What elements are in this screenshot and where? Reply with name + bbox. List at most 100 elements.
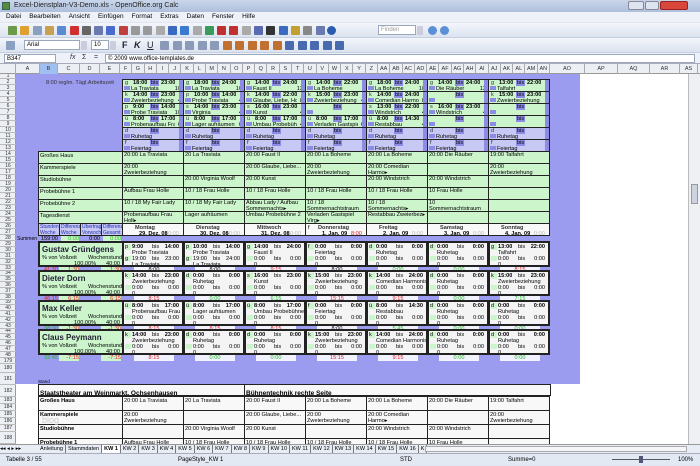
- shift-slot[interactable]: g 18:00 bis 24:00 La Boheme 10: [366, 79, 428, 92]
- column-header-l[interactable]: L: [194, 64, 206, 74]
- shift-slot[interactable]: bis: [305, 103, 367, 116]
- row-header-17[interactable]: 17: [0, 169, 16, 175]
- autospellcheck-icon[interactable]: [118, 26, 128, 35]
- zoom-icon[interactable]: [315, 26, 325, 35]
- row-header-32[interactable]: 32: [0, 259, 16, 265]
- lower-venue-cell[interactable]: 20 La Traviata: [183, 396, 245, 411]
- employee-day-shift[interactable]: p 10:00 bis 14:00 Probe Traviata g 19:00 bis 24:…: [183, 241, 245, 267]
- employee-day-shift[interactable]: f 0:00 bis 0:00 Feiertag 0:00 bis 0:00 0: [305, 241, 367, 267]
- paste-icon[interactable]: [155, 26, 165, 35]
- column-header-ah[interactable]: AH: [464, 64, 477, 74]
- column-header-aa[interactable]: AA: [378, 64, 391, 74]
- percent-icon[interactable]: [235, 41, 244, 50]
- open-icon[interactable]: [20, 26, 30, 35]
- column-header-ai[interactable]: AI: [476, 64, 489, 74]
- borders-icon[interactable]: [310, 41, 319, 50]
- row-header-187[interactable]: 187: [0, 425, 16, 432]
- employee-day-shift[interactable]: k 14:00 bis 24:00 Comedian Harmonists 0:00 bis…: [366, 328, 428, 355]
- employee-day-shift[interactable]: g 13:00 bis 22:00 Talfahrt 0:00 bis 0:00 0: [488, 241, 550, 267]
- row-header-188[interactable]: 188: [0, 432, 16, 444]
- formula-button[interactable]: =: [94, 54, 99, 61]
- spreadsheet-grid[interactable]: 8:00 reglm. Tägl.Arbeitszeit g 18:00 bis 23:…: [16, 74, 688, 444]
- column-header-p[interactable]: P: [243, 64, 256, 74]
- delete-decimal-icon[interactable]: [272, 41, 282, 50]
- new-document-icon[interactable]: [8, 26, 17, 35]
- employee-day-shift[interactable]: d 0:00 bis 0:00 Ruhetag 0:00 bis 0:00 0: [427, 328, 489, 355]
- row-header-16[interactable]: 16: [0, 163, 16, 169]
- row-header-1[interactable]: 1: [0, 74, 16, 79]
- column-header-z[interactable]: Z: [366, 64, 378, 74]
- lower-venue-cell[interactable]: 20:00 Zweierbeziehung: [488, 410, 550, 425]
- zoom-slider-handle[interactable]: [639, 456, 643, 463]
- row-header-20[interactable]: 20: [0, 187, 16, 193]
- row-header-26[interactable]: 26: [0, 223, 16, 229]
- employee-day-shift[interactable]: k 15:00 bis 23:00 Zweierbeziehung 0:00 bis 0:00…: [488, 270, 550, 297]
- row-header-10[interactable]: 10: [0, 127, 16, 133]
- column-header-d[interactable]: D: [80, 64, 100, 74]
- scroll-thumb[interactable]: [691, 184, 698, 204]
- employee-day-shift[interactable]: d 0:00 bis 0:00 Ruhetag 0:00 bis 0:00 0: [427, 299, 489, 326]
- employee-day-shift[interactable]: d 0:00 bis 0:00 Ruhetag 0:00 bis 0:00 0: [427, 241, 489, 267]
- menu-hilfe[interactable]: Hilfe: [242, 13, 256, 20]
- row-header-15[interactable]: 15: [0, 157, 16, 163]
- sheet-tab[interactable]: KW 9: [250, 445, 269, 453]
- decimal-remove-icon[interactable]: [260, 41, 269, 50]
- row-header-42[interactable]: 42: [0, 317, 16, 323]
- employee-day-shift[interactable]: d 0:00 bis 0:00 Ruhetag 0:00 bis 0:00 0: [183, 328, 245, 355]
- italic-button[interactable]: K: [134, 40, 141, 50]
- column-header-am[interactable]: AM: [525, 64, 538, 74]
- sum-button[interactable]: Σ: [82, 54, 87, 61]
- styles-icon[interactable]: [6, 41, 15, 50]
- hyperlink-icon[interactable]: [204, 26, 214, 35]
- employee-day-shift[interactable]: g 14:00 bis 24:00 Faust II 0:00 bis 0:00 0: [244, 241, 306, 267]
- selection-mode[interactable]: STD: [400, 457, 412, 463]
- draw-icon[interactable]: [254, 26, 263, 35]
- name-box[interactable]: B347: [4, 54, 56, 63]
- navigator-icon[interactable]: [278, 26, 288, 35]
- currency-icon[interactable]: [222, 41, 232, 50]
- column-header-t[interactable]: T: [292, 64, 305, 74]
- row-header-6[interactable]: 6: [0, 103, 16, 109]
- column-header-q[interactable]: Q: [255, 64, 268, 74]
- row-header-8[interactable]: 8: [0, 115, 16, 121]
- row-header-38[interactable]: 38: [0, 294, 16, 300]
- employee-day-shift[interactable]: f 0:00 bis 0:00 Feiertag 0:00 bis 0:00 0: [305, 299, 367, 326]
- column-header-v[interactable]: V: [317, 64, 329, 74]
- row-header-180[interactable]: 180: [0, 364, 16, 373]
- menu-fenster[interactable]: Fenster: [212, 13, 235, 20]
- sheet-tab[interactable]: KW 5: [176, 445, 195, 453]
- lower-venue-cell[interactable]: 20:00 Faust II: [244, 396, 306, 411]
- employee-day-shift[interactable]: k 14:00 bis 23:00 Zweierbeziehung 0:00 bis 0:00…: [122, 270, 184, 297]
- sheet-tab[interactable]: KW 6: [195, 445, 214, 453]
- row-header-11[interactable]: 11: [0, 133, 16, 139]
- employee-day-shift[interactable]: k 15:00 bis 23:00 Zweierbeziehung 0:00 bis 0:00…: [305, 328, 367, 355]
- column-header-u[interactable]: U: [304, 64, 317, 74]
- row-header-31[interactable]: 31: [0, 253, 16, 259]
- underline-button[interactable]: U: [147, 40, 154, 50]
- lower-venue-cell[interactable]: 20:00 Windstrich: [427, 424, 489, 439]
- row-header-46[interactable]: 46: [0, 340, 16, 346]
- shift-slot[interactable]: f bis Feiertag: [244, 139, 306, 152]
- shift-slot[interactable]: g 13:00 bis 22:00 Talfahrt: [488, 79, 550, 92]
- row-header-179[interactable]: 179: [0, 358, 16, 364]
- row-header-183[interactable]: 183: [0, 397, 16, 404]
- justify-icon[interactable]: [197, 41, 207, 50]
- menu-datei[interactable]: Datei: [6, 13, 22, 20]
- column-header-s[interactable]: S: [280, 64, 292, 74]
- row-header-3[interactable]: 3: [0, 85, 16, 91]
- lower-venue-cell[interactable]: 20:00 La Boheme: [305, 396, 367, 411]
- sheet-tab[interactable]: KW 10: [269, 445, 291, 453]
- shift-slot[interactable]: k 15:00 bis 23:00 Zweierbeziehung: [488, 91, 550, 104]
- vertical-scrollbar[interactable]: [688, 74, 700, 444]
- lower-venue-cell[interactable]: [427, 410, 489, 425]
- row-header-23[interactable]: 23: [0, 205, 16, 211]
- column-header-c[interactable]: C: [58, 64, 80, 74]
- find-previous-icon[interactable]: [440, 26, 449, 35]
- row-header-24[interactable]: 24: [0, 211, 16, 217]
- column-header-j[interactable]: J: [169, 64, 182, 74]
- shift-slot[interactable]: d bis Ruhetag: [244, 127, 306, 140]
- lower-venue-cell[interactable]: 20:00 Die Räuber: [427, 396, 489, 411]
- employee-day-shift[interactable]: d 0:00 bis 0:00 Ruhetag 0:00 bis 0:00 0: [183, 270, 245, 297]
- employee-day-shift[interactable]: d 0:00 bis 0:00 Ruhetag 0:00 bis 0:00 0: [244, 328, 306, 355]
